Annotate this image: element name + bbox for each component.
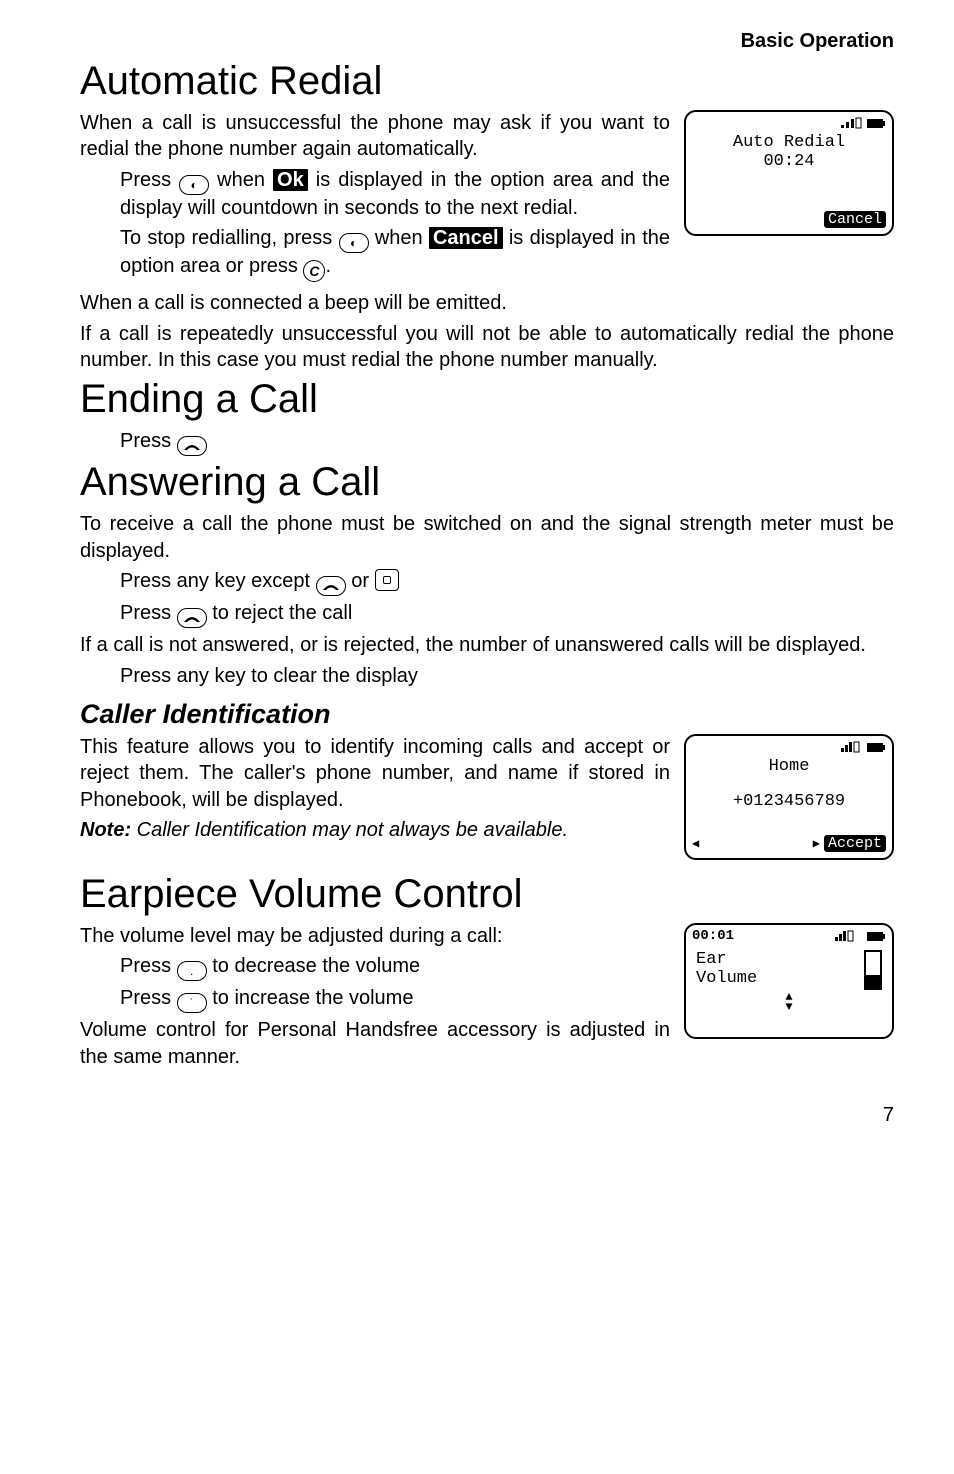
battery-icon — [866, 927, 886, 945]
text: If a call is not answered, or is rejecte… — [80, 632, 894, 658]
heading-automatic-redial: Automatic Redial — [80, 59, 894, 104]
heading-earpiece-volume: Earpiece Volume Control — [80, 872, 894, 917]
soft-key-icon: ◐ — [339, 233, 369, 253]
left-arrow-icon: ◀ — [692, 836, 699, 851]
ok-label: Ok — [273, 169, 308, 191]
end-key-icon — [177, 436, 207, 456]
screen-line1: Auto Redial — [690, 133, 888, 152]
end-key-icon — [316, 576, 346, 596]
subheading-caller-id: Caller Identification — [80, 699, 894, 730]
screen-time: 00:01 — [692, 928, 734, 944]
page-number: 7 — [80, 1104, 894, 1127]
screen-line2: 00:24 — [690, 152, 888, 171]
screen-auto-redial: Auto Redial 00:24 Cancel — [684, 110, 894, 236]
text: To receive a call the phone must be swit… — [80, 511, 894, 564]
nav-key-icon — [375, 569, 399, 591]
text: Press any key except or — [120, 568, 894, 596]
text: Press any key to clear the display — [120, 663, 894, 689]
up-key-icon: ˙ — [177, 993, 207, 1013]
heading-ending-call: Ending a Call — [80, 377, 894, 422]
soft-key-icon: ◐ — [179, 175, 209, 195]
volume-bar — [864, 950, 882, 990]
section-header: Basic Operation — [80, 30, 894, 53]
screen-ear-volume: 00:01 Ear Volume ▲ — [684, 923, 894, 1039]
battery-icon — [866, 114, 886, 132]
signal-icon — [834, 927, 866, 945]
screen-line2: +0123456789 — [690, 792, 888, 811]
text: When a call is connected a beep will be … — [80, 290, 894, 316]
right-arrow-icon: ▶ — [813, 836, 820, 851]
screen-caller-id: Home +0123456789 ◀ ▶ Accept — [684, 734, 894, 860]
volume-arrows-icon: ▲▼ — [686, 992, 892, 1016]
screen-line1: Home — [690, 757, 888, 776]
down-key-icon: . — [177, 961, 207, 981]
signal-icon — [840, 738, 862, 756]
c-key-icon: C — [303, 260, 325, 282]
cancel-label: Cancel — [429, 227, 503, 249]
text: Press — [120, 428, 894, 456]
battery-icon — [866, 738, 886, 756]
text: Press to reject the call — [120, 600, 894, 628]
softkey-cancel: Cancel — [824, 211, 886, 228]
signal-icon — [840, 114, 862, 132]
screen-line2: Volume — [696, 969, 757, 988]
text: If a call is repeatedly unsuccessful you… — [80, 321, 894, 374]
end-key-icon — [177, 608, 207, 628]
screen-line1: Ear — [696, 950, 757, 969]
softkey-accept: Accept — [824, 835, 886, 852]
heading-answering-call: Answering a Call — [80, 460, 894, 505]
